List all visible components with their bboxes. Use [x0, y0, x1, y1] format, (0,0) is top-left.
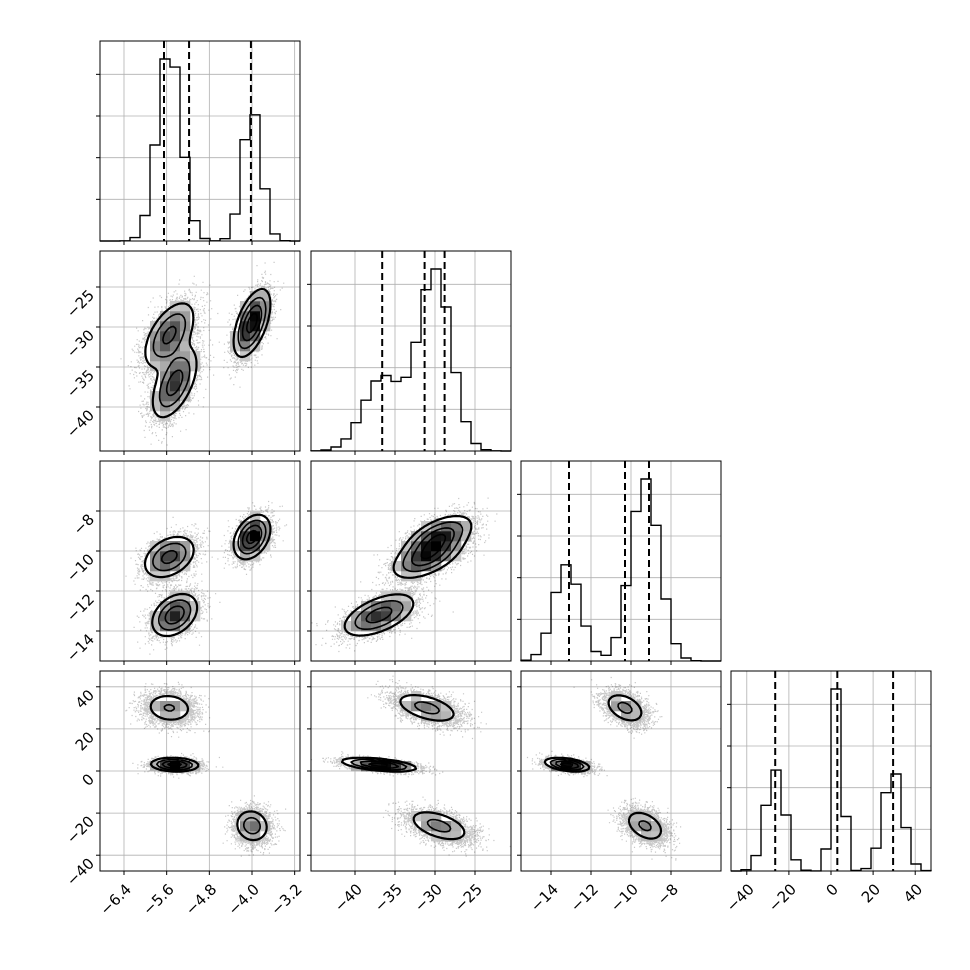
x-tick-label: −3.2	[267, 880, 305, 918]
panel-2-1	[310, 460, 512, 662]
histogram-3	[727, 670, 932, 872]
histogram-step	[731, 688, 932, 872]
contour-level-2	[152, 296, 267, 408]
x-tick-label: −4.0	[225, 880, 263, 918]
grid-lines	[100, 461, 300, 661]
x-tick-label: 20	[858, 880, 884, 906]
contour-level-1	[149, 695, 268, 842]
y-tick-label: −40	[63, 854, 98, 889]
histogram-step	[100, 58, 300, 242]
contour-level-3	[555, 760, 580, 769]
histogram-2	[517, 460, 722, 662]
density-bins	[341, 521, 472, 632]
x-tick-label: −8	[654, 880, 682, 908]
y-tick-label: −12	[63, 590, 98, 625]
y-tick-label: 20	[72, 728, 98, 754]
histogram-0	[96, 40, 301, 242]
panel-frame	[99, 460, 301, 662]
density-bins	[551, 691, 662, 842]
contour-level-4	[246, 312, 258, 334]
contour-level-1	[343, 515, 473, 637]
x-tick-label: −20	[765, 880, 800, 915]
contour-level-3	[162, 304, 263, 397]
x-tick-label: −40	[331, 880, 366, 915]
y-tick-label: 40	[72, 686, 98, 712]
contour-level-3	[359, 760, 400, 769]
sample-points	[311, 675, 511, 857]
panel-2-0	[99, 460, 301, 662]
panel-frame	[520, 460, 722, 662]
panel-frame	[310, 460, 512, 662]
grid-lines	[311, 251, 511, 451]
y-tick-label: −25	[63, 286, 98, 321]
x-tick-label: −6.4	[97, 880, 135, 918]
contour-level-3	[160, 524, 263, 625]
sample-points	[120, 261, 285, 446]
x-tick-label: −14	[527, 880, 562, 915]
histogram-1	[307, 250, 512, 452]
y-tick-label: −8	[70, 510, 98, 538]
y-tick-label: 0	[79, 770, 98, 789]
panel-3-0	[99, 670, 301, 872]
contour-level-1	[143, 513, 272, 638]
panel-3-2	[520, 670, 722, 872]
panel-3-1	[310, 670, 512, 872]
grid-lines	[100, 41, 300, 241]
panel-frame	[99, 250, 301, 452]
x-tick-label: 40	[900, 880, 926, 906]
contour-level-1	[144, 287, 272, 419]
panel-frame	[310, 250, 512, 452]
x-tick-label: −35	[371, 880, 406, 915]
x-tick-label: −5.6	[139, 880, 177, 918]
contour-level-3	[365, 527, 455, 624]
sample-points	[526, 676, 682, 861]
contour-level-1	[341, 694, 466, 841]
x-tick-label: −30	[411, 880, 446, 915]
contour-level-4	[245, 529, 258, 545]
histogram-step	[310, 268, 511, 452]
y-tick-label: −35	[63, 366, 98, 401]
contour-level-2	[354, 521, 464, 630]
x-tick-label: −10	[607, 880, 642, 915]
histogram-step	[520, 478, 721, 662]
contour-level-4	[420, 533, 447, 560]
contour-level-1	[543, 694, 663, 840]
panel-1-0	[99, 250, 301, 452]
y-tick-label: −40	[63, 406, 98, 441]
y-tick-label: −30	[63, 326, 98, 361]
contour-level-3	[161, 760, 188, 769]
x-tick-label: −25	[451, 880, 486, 915]
x-tick-label: −4.8	[182, 880, 220, 918]
contour-level-4	[368, 762, 388, 768]
x-tick-label: −40	[723, 880, 758, 915]
contour-level-4	[167, 762, 182, 768]
contour-level-2	[156, 703, 261, 835]
x-tick-label: 0	[823, 880, 842, 899]
contour-level-2	[549, 701, 652, 832]
y-tick-label: −14	[63, 630, 98, 665]
contour-level-2	[350, 701, 452, 833]
x-tick-label: −12	[567, 880, 602, 915]
grid-lines	[100, 251, 300, 451]
y-tick-label: −10	[63, 550, 98, 585]
panel-frame	[99, 40, 301, 242]
contour-level-4	[559, 762, 574, 768]
contour-level-2	[152, 519, 267, 631]
y-tick-label: −20	[63, 812, 98, 847]
